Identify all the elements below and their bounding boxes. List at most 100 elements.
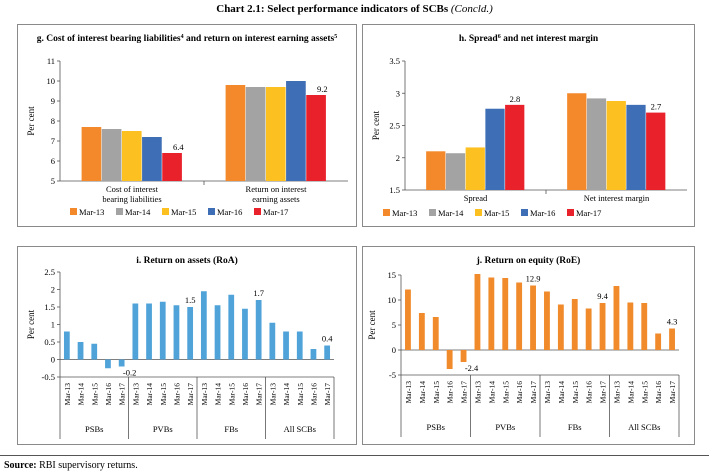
- bar-All SCBs-Mar-15: [296, 331, 303, 360]
- bar-FBs-Mar-13: [544, 291, 550, 350]
- y-tick-label: 0: [51, 355, 55, 365]
- x-tick-label: Mar-15: [90, 383, 99, 406]
- bar-PVBs-Mar-14: [488, 277, 495, 350]
- legend-swatch: [383, 209, 390, 216]
- chart-h: h. Spread6 and net interest margin 1.5 2 2.…: [371, 34, 687, 218]
- y-tick-label: 6: [51, 156, 55, 166]
- legend-label: Mar-17: [576, 208, 601, 218]
- chart-j: j. Return on equity (RoE) -5 0 5 10 15 Per cen…: [367, 255, 680, 437]
- x-tick-label: Mar-13: [200, 383, 209, 406]
- chart-title: h. Spread6 and net interest margin: [459, 34, 599, 44]
- x-tick-label: Mar-14: [214, 383, 223, 406]
- bar-Mar-17-0: [505, 104, 525, 190]
- x-tick-label: Mar-16: [654, 381, 663, 404]
- data-label: 2.7: [651, 102, 662, 112]
- y-axis-title: Per cent: [371, 110, 381, 140]
- x-tick-label: Mar-13: [268, 383, 277, 406]
- x-tick-label: Mar-17: [529, 381, 538, 404]
- x-tick-label: Mar-16: [515, 381, 524, 404]
- bar-Mar-14-0: [101, 129, 122, 181]
- bar-Mar-15-1: [265, 87, 286, 181]
- y-tick-label: 2: [396, 153, 400, 163]
- chart-panel-h: h. Spread6 and net interest margin 1.5 2 2.…: [362, 24, 695, 227]
- bar-PSBs-Mar-14: [77, 342, 84, 360]
- data-label: -0.2: [123, 368, 136, 378]
- x-tick-label: Mar-14: [282, 383, 291, 406]
- bar-PVBs-Mar-13: [132, 303, 139, 360]
- bar-PVBs-Mar-16: [173, 305, 180, 360]
- legend-swatch: [162, 208, 169, 215]
- data-label: 9.4: [597, 291, 608, 301]
- bar-PVBs-Mar-15: [159, 301, 166, 360]
- group-label: PSBs: [427, 422, 445, 432]
- data-label: 0.4: [322, 334, 333, 344]
- legend-swatch: [429, 209, 436, 216]
- bar-PSBs-Mar-16: [105, 359, 111, 369]
- bar-FBs-Mar-16: [242, 308, 248, 360]
- bar-All SCBs-Mar-16: [310, 349, 317, 360]
- legend-label: Mar-14: [438, 208, 464, 218]
- x-tick-label: Mar-17: [186, 383, 195, 406]
- bar-FBs-Mar-17: [255, 300, 262, 360]
- bar-PSBs-Mar-13: [405, 289, 411, 350]
- page-title-main: Chart 2.1: Select performance indicators…: [216, 3, 449, 15]
- x-category-label: bearing liabilities: [102, 194, 161, 204]
- y-tick-label: 0.5: [44, 337, 55, 347]
- x-tick-label: Mar-14: [145, 383, 154, 406]
- chart-panel-i: i. Return on assets (RoA) -0.5 0 0.5 1 1.5 2 2.…: [17, 246, 357, 445]
- x-tick-label: Mar-15: [296, 383, 305, 406]
- y-tick-label: 2.5: [389, 121, 400, 131]
- x-tick-label: Mar-14: [77, 383, 86, 406]
- y-tick-label: 11: [47, 56, 55, 66]
- x-tick-label: Mar-14: [626, 381, 635, 404]
- x-tick-label: Mar-17: [118, 383, 127, 406]
- y-tick-label: 0: [392, 345, 396, 355]
- bar-FBs-Mar-14: [214, 305, 221, 360]
- x-tick-label: Mar-16: [172, 383, 181, 406]
- legend-swatch: [521, 209, 528, 216]
- bar-FBs-Mar-17: [599, 303, 606, 350]
- bar-All SCBs-Mar-14: [283, 331, 289, 360]
- x-tick-label: Mar-14: [418, 381, 427, 404]
- data-label: -2.4: [465, 363, 479, 373]
- x-tick-label: Mar-15: [227, 383, 236, 406]
- x-tick-label: Mar-16: [241, 383, 250, 406]
- bar-PSBs-Mar-13: [63, 331, 70, 360]
- y-tick-label: 5: [392, 320, 396, 330]
- x-tick-label: Mar-17: [323, 383, 332, 406]
- y-tick-label: 9: [51, 96, 55, 106]
- y-tick-label: 15: [388, 270, 397, 280]
- chart-title: g. Cost of interest bearing liabilities4…: [37, 34, 338, 44]
- bar-Mar-13-0: [81, 127, 102, 181]
- bar-PSBs-Mar-14: [418, 313, 425, 350]
- x-tick-label: Mar-17: [255, 383, 264, 406]
- x-tick-label: Mar-13: [612, 381, 621, 404]
- bar-Mar-16-0: [142, 137, 162, 181]
- legend-label: Mar-14: [125, 207, 151, 217]
- bar-FBs-Mar-14: [557, 304, 564, 350]
- legend-label: Mar-13: [392, 208, 417, 218]
- data-label: 1.5: [185, 295, 196, 305]
- x-tick-label: Mar-16: [446, 381, 455, 404]
- y-tick-label: 1: [51, 320, 55, 330]
- y-tick-label: 8: [51, 116, 55, 126]
- data-label: 1.7: [253, 288, 264, 298]
- bar-FBs-Mar-13: [200, 291, 207, 360]
- bar-Mar-17-1: [306, 95, 326, 181]
- x-category-label: Return on interest: [246, 184, 308, 194]
- group-label: All SCBs: [284, 424, 316, 434]
- legend-label: Mar-16: [217, 207, 242, 217]
- bar-All SCBs-Mar-13: [269, 322, 276, 360]
- group-label: All SCBs: [628, 422, 660, 432]
- y-axis-title: Per cent: [26, 309, 36, 339]
- data-label: 9.2: [317, 84, 328, 94]
- x-tick-label: Mar-13: [404, 381, 413, 404]
- x-tick-label: Mar-17: [668, 381, 677, 404]
- bar-PVBs-Mar-14: [146, 303, 152, 360]
- bar-Mar-14-1: [586, 98, 607, 190]
- x-tick-label: Mar-16: [309, 383, 318, 406]
- legend-swatch: [567, 209, 574, 216]
- y-axis-title: Per cent: [26, 106, 36, 136]
- bar-Mar-16-1: [286, 81, 306, 181]
- data-label: 2.8: [510, 94, 521, 104]
